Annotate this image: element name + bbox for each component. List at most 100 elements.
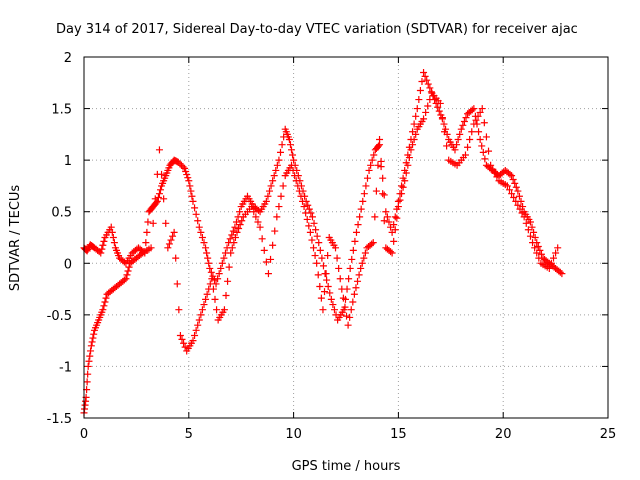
data-point-marker [88,338,96,346]
data-point-marker [319,262,327,270]
data-point-marker [426,96,434,104]
data-point-marker [330,306,338,314]
data-point-marker [346,264,354,272]
data-point-marker [332,244,340,252]
data-point-marker [464,143,472,151]
data-point-marker [275,156,283,164]
data-point-marker [412,112,420,120]
data-point-marker [99,241,107,249]
data-point-marker [279,182,287,190]
data-point-marker [235,224,243,232]
data-point-marker [424,102,432,110]
data-point-marker [202,295,210,303]
data-point-marker [157,186,165,194]
data-point-marker [317,294,325,302]
y-tick-label: 1 [64,154,72,169]
data-point-marker [360,190,368,198]
data-point-marker [277,192,285,200]
data-point-marker [290,156,298,164]
data-point-marker [470,105,478,113]
data-point-marker [83,378,91,386]
data-point-marker [418,77,426,85]
data-point-marker [174,158,182,166]
data-point-marker [254,218,262,226]
data-point-marker [160,195,168,203]
data-point-marker [270,172,278,180]
data-point-marker [394,203,402,211]
data-point-marker [312,226,320,234]
data-point-marker [87,347,95,355]
data-point-marker [305,205,313,213]
data-point-marker [436,99,444,107]
data-point-marker [550,254,558,262]
data-point-marker [407,146,415,154]
data-point-marker [457,125,465,133]
y-tick-label: 0.5 [51,206,72,221]
data-point-marker [516,205,524,213]
data-point-marker [478,142,486,150]
data-point-marker [376,136,384,144]
data-point-marker [379,190,387,198]
data-point-marker [185,177,193,185]
data-point-marker [356,213,364,221]
data-point-marker [511,179,519,187]
data-point-marker [503,182,511,190]
data-point-marker [86,352,94,360]
data-point-marker [453,141,461,149]
data-point-marker [316,246,324,254]
data-point-marker [269,241,277,249]
data-point-marker [167,236,175,244]
data-point-marker [443,142,451,150]
data-point-marker [454,136,462,144]
x-tick-label: 0 [80,427,88,442]
data-point-marker [476,108,484,116]
data-point-marker [187,187,195,195]
data-point-marker [303,215,311,223]
data-point-marker [83,247,91,255]
data-point-marker [339,294,347,302]
data-point-marker [318,254,326,262]
data-point-marker [189,197,197,205]
data-point-marker [258,235,266,243]
data-point-marker [310,244,318,252]
data-point-marker [322,270,330,278]
data-point-marker [361,249,369,257]
data-point-marker [363,174,371,182]
data-point-marker [204,254,212,262]
data-point-marker [297,192,305,200]
data-point-marker [89,334,97,342]
data-point-marker [475,128,483,136]
data-point-marker [313,259,321,267]
data-point-marker [180,339,188,347]
data-point-marker [423,76,431,84]
data-point-marker [368,240,376,248]
data-point-marker [203,290,211,298]
data-point-marker [162,219,170,227]
data-point-marker [97,249,105,257]
x-tick-label: 20 [495,427,512,442]
data-point-marker [250,208,258,216]
data-point-marker [208,275,216,283]
data-point-marker [248,203,256,211]
data-point-marker [396,196,404,204]
data-point-marker [462,114,470,122]
data-point-marker [404,161,412,169]
data-point-marker [382,208,390,216]
data-point-marker [357,205,365,213]
data-point-marker [343,312,351,320]
data-point-marker [493,173,501,181]
data-point-marker [292,177,300,185]
data-point-marker [232,218,240,226]
y-tick-label: 2 [64,51,72,66]
data-point-marker [200,239,208,247]
data-point-marker [151,195,159,203]
data-point-marker [306,228,314,236]
data-point-marker [164,244,172,252]
data-point-marker [125,263,133,271]
data-point-marker [233,228,241,236]
data-point-marker [165,240,173,248]
data-point-marker [383,213,391,221]
data-point-marker [264,270,272,278]
data-point-marker [211,295,219,303]
